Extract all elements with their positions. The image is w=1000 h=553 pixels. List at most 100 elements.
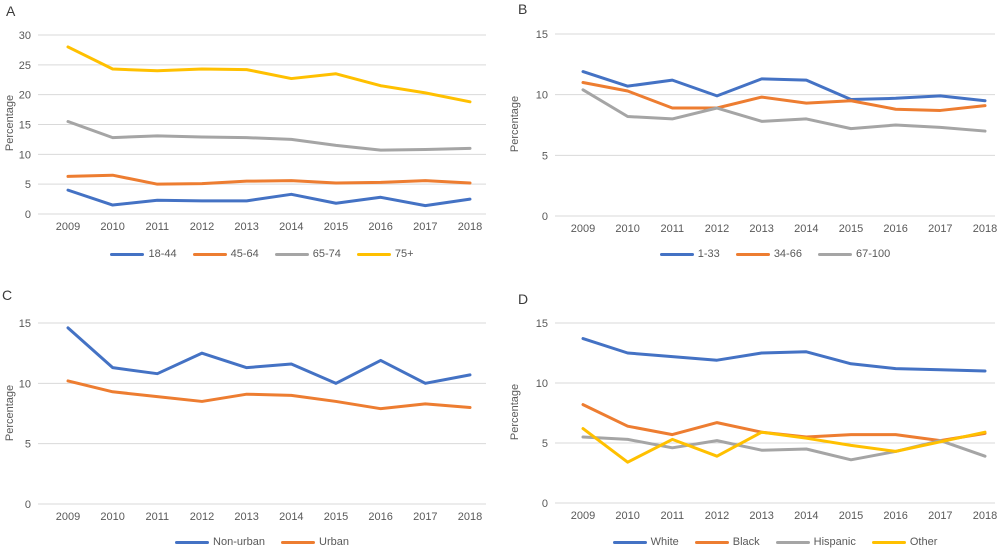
x-tick-label: 2017 bbox=[413, 511, 437, 523]
legend-line-swatch bbox=[356, 252, 391, 256]
x-tick-label: 2010 bbox=[100, 511, 124, 523]
legend-item-black: Black bbox=[694, 536, 760, 548]
x-tick-label: 2015 bbox=[324, 221, 348, 233]
x-tick-label: 2013 bbox=[234, 221, 258, 233]
x-tick-label: 2013 bbox=[234, 511, 258, 523]
legend-item-other: Other bbox=[871, 536, 937, 548]
x-tick-label: 2010 bbox=[615, 223, 639, 235]
y-tick-label: 0 bbox=[25, 209, 31, 221]
x-tick-label: 2016 bbox=[368, 221, 392, 233]
legend-line-swatch bbox=[871, 540, 906, 544]
legend-label: Black bbox=[732, 536, 760, 548]
y-tick-label: 0 bbox=[25, 499, 31, 511]
x-tick-label: 2012 bbox=[705, 223, 729, 235]
panel-a: A Percentage 0 5 10 15 20 25 30 2009 2010 2011 201… bbox=[0, 0, 500, 276]
y-tick-label: 15 bbox=[19, 318, 31, 330]
series-line-1-33 bbox=[581, 70, 987, 103]
line-chart-canvas-c: 0 5 10 15 2009 2010 2011 2012 2013 2014 2015 2016 20… bbox=[19, 318, 486, 523]
series-line-75 bbox=[66, 45, 472, 104]
legend-label: 75+ bbox=[394, 248, 414, 260]
legend-item-75: 75+ bbox=[356, 248, 414, 260]
y-tick-label: 0 bbox=[542, 211, 548, 223]
x-tick-label: 2009 bbox=[571, 510, 595, 522]
panel-letter: B bbox=[518, 1, 528, 17]
y-axis-title: Percentage bbox=[509, 95, 521, 153]
y-tick-label: 10 bbox=[536, 378, 548, 390]
y-tick-label: 10 bbox=[19, 149, 31, 161]
series-line-34-66 bbox=[581, 81, 987, 112]
legend-line-swatch bbox=[281, 540, 315, 544]
legend-label: 67-100 bbox=[855, 248, 891, 260]
legend-label: 18-44 bbox=[148, 248, 177, 260]
series-line-white bbox=[581, 337, 987, 373]
panel-b: B Percentage 0 5 10 15 2009 2010 2011 2012 2013 2… bbox=[500, 0, 1000, 276]
x-tick-label: 2016 bbox=[883, 510, 907, 522]
legend-item-hispanic: Hispanic bbox=[775, 536, 856, 548]
y-tick-label: 15 bbox=[536, 318, 548, 330]
legend-line-swatch bbox=[175, 540, 210, 544]
series-line-18-44 bbox=[66, 188, 472, 208]
x-tick-label: 2014 bbox=[794, 223, 818, 235]
x-tick-label: 2009 bbox=[571, 223, 595, 235]
line-chart-canvas-a: 0 5 10 15 20 25 30 2009 2010 2011 2012 2013 2014 2015… bbox=[19, 30, 486, 233]
x-tick-label: 2017 bbox=[928, 510, 952, 522]
x-tick-label: 2018 bbox=[973, 510, 997, 522]
y-tick-label: 5 bbox=[542, 438, 548, 450]
y-axis-title: Percentage bbox=[4, 94, 16, 152]
x-tick-label: 2017 bbox=[928, 223, 952, 235]
x-tick-label: 2011 bbox=[661, 223, 685, 235]
x-tick-label: 2014 bbox=[279, 221, 303, 233]
x-tick-label: 2009 bbox=[56, 511, 80, 523]
x-tick-label: 2018 bbox=[458, 511, 482, 523]
x-tick-label: 2011 bbox=[661, 510, 685, 522]
y-tick-label: 15 bbox=[536, 29, 548, 41]
series-line-other bbox=[581, 427, 987, 464]
x-tick-label: 2012 bbox=[190, 221, 214, 233]
x-tick-label: 2016 bbox=[883, 223, 907, 235]
legend-line-swatch bbox=[110, 252, 145, 256]
legend: White Black Hispanic Other bbox=[555, 535, 995, 549]
y-tick-label: 10 bbox=[536, 90, 548, 102]
legend-line-swatch bbox=[192, 252, 227, 256]
legend-line-swatch bbox=[775, 540, 810, 544]
legend-line-swatch bbox=[612, 540, 647, 544]
legend-line-swatch bbox=[274, 252, 309, 256]
x-tick-label: 2011 bbox=[146, 221, 170, 233]
series-line-67-100 bbox=[581, 88, 987, 133]
x-tick-label: 2015 bbox=[839, 510, 863, 522]
legend-item-65-74: 65-74 bbox=[274, 248, 341, 260]
legend-label: 65-74 bbox=[312, 248, 341, 260]
legend-label: White bbox=[650, 536, 679, 548]
legend: Non-urban Urban bbox=[38, 535, 486, 549]
y-tick-label: 20 bbox=[19, 90, 31, 102]
legend-item-1-33: 1-33 bbox=[659, 248, 720, 260]
legend-label: 1-33 bbox=[697, 248, 720, 260]
x-tick-label: 2016 bbox=[368, 511, 392, 523]
line-chart-canvas-d: 0 5 10 15 2009 2010 2011 2012 2013 2014 2015 2016 20… bbox=[536, 318, 997, 522]
legend: 1-33 34-66 67-100 bbox=[555, 247, 995, 261]
line-chart-canvas-b: 0 5 10 15 2009 2010 2011 2012 2013 2014 2015 2016 20… bbox=[536, 29, 997, 235]
legend-label: Urban bbox=[319, 536, 349, 548]
panel-c: C Percentage 0 5 10 15 2009 2010 2011 2012 2013 2… bbox=[0, 277, 500, 553]
legend-item-34-66: 34-66 bbox=[735, 248, 802, 260]
legend-line-swatch bbox=[659, 252, 694, 256]
legend-line-swatch bbox=[694, 540, 729, 544]
legend-line-swatch bbox=[817, 252, 852, 256]
legend-item-67-100: 67-100 bbox=[817, 248, 891, 260]
y-axis-title: Percentage bbox=[509, 383, 521, 441]
y-tick-label: 15 bbox=[19, 120, 31, 132]
legend-label: Non-urban bbox=[213, 536, 265, 548]
panel-letter: A bbox=[6, 3, 16, 19]
legend: 18-44 45-64 65-74 75+ bbox=[38, 247, 486, 261]
y-tick-label: 5 bbox=[542, 150, 548, 162]
x-tick-label: 2010 bbox=[100, 221, 124, 233]
series-line-non-urban bbox=[66, 326, 472, 385]
panel-letter: D bbox=[518, 291, 529, 307]
y-tick-label: 30 bbox=[19, 30, 31, 42]
x-tick-label: 2014 bbox=[279, 511, 303, 523]
x-tick-label: 2012 bbox=[705, 510, 729, 522]
panel-d: D Percentage 0 5 10 15 2009 2010 2011 2012 2013 2… bbox=[500, 277, 1000, 553]
x-tick-label: 2009 bbox=[56, 221, 80, 233]
y-tick-label: 25 bbox=[19, 60, 31, 72]
legend-item-urban: Urban bbox=[281, 536, 349, 548]
